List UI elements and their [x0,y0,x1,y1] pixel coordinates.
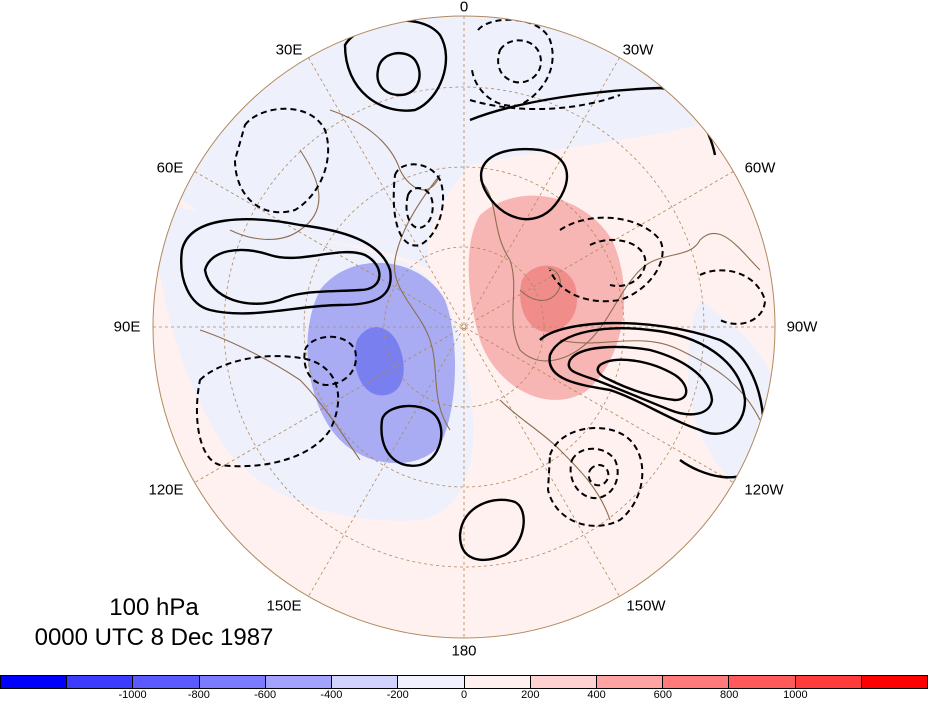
colorbar-cell [463,675,530,689]
colorbar-cell [0,675,67,689]
longitude-label-150w: 150W [626,597,666,615]
longitude-label-60w: 60W [744,159,776,177]
longitude-label-0: 0 [459,0,469,16]
coastlines [199,109,761,521]
colorbar [0,675,928,689]
colorbar-cell [132,675,199,689]
colorbar-cell [860,675,928,689]
colorbar-tick-label: 800 [719,689,739,701]
colorbar-cell [198,675,265,689]
longitude-label-180: 180 [451,642,477,660]
colorbar-tick-label: 600 [653,689,673,701]
map-boundary [152,15,776,639]
colorbar-tick-label: 200 [521,689,540,701]
contours-negative [195,18,767,527]
title-pressure-level: 100 hPa [109,594,199,621]
longitude-label-30w: 30W [622,41,654,59]
colorbar-cell [529,675,596,689]
colorbar-tick-label: -200 [386,689,409,701]
colorbar-tick-label: -600 [254,689,277,701]
colorbar-tick-label: 1000 [783,689,808,701]
colorbar-cell [397,675,464,689]
colorbar-tick-label: 0 [460,689,468,701]
longitude-label-120e: 120E [148,481,184,499]
colorbar-tick-label: -1000 [118,689,147,701]
colorbar-cell [662,675,729,689]
colorbar-cell [595,675,663,689]
colorbar-tick-label: 400 [587,689,606,701]
anomaly-region-weak-negative-north [153,16,720,270]
colorbar-cell [728,675,795,689]
longitude-label-90w: 90W [786,318,818,336]
longitude-label-60e: 60E [156,159,184,177]
colorbar-cell [331,675,398,689]
longitude-label-30e: 30E [275,41,303,59]
colorbar-tick-label: -400 [320,689,343,701]
longitude-label-150e: 150E [266,597,302,615]
title-timestamp: 0000 UTC 8 Dec 1987 [34,624,274,651]
longitude-label-90e: 90E [113,318,141,336]
anomaly-region-strong-negative [354,327,404,396]
colorbar-cell [66,675,133,689]
longitude-label-120w: 120W [744,481,784,499]
colorbar-cell [264,675,332,689]
colorbar-cell [794,675,861,689]
colorbar-tick-label: -800 [187,689,210,701]
